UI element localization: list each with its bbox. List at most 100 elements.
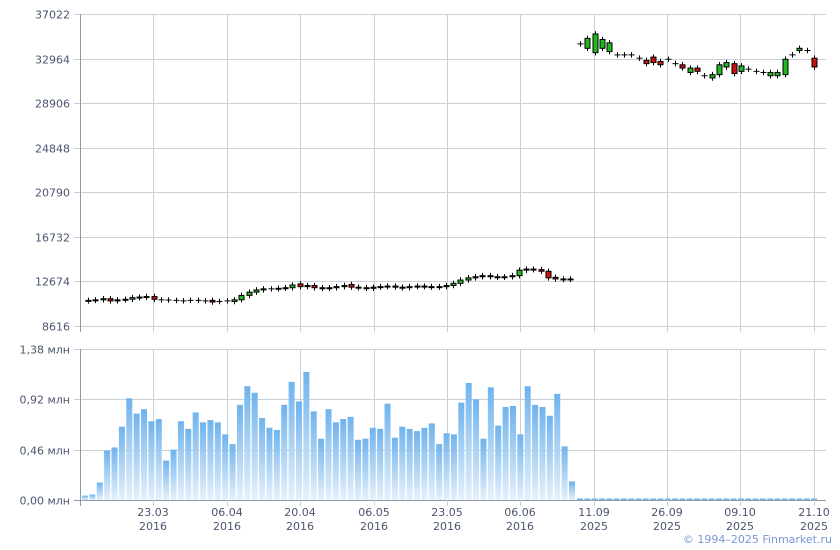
price-tick-label: 20790 — [35, 187, 70, 200]
volume-bar-zero — [811, 498, 817, 500]
volume-bar — [82, 495, 88, 500]
volume-bar-zero — [796, 498, 803, 500]
volume-bar-zero — [606, 498, 613, 500]
candle-up — [479, 275, 486, 278]
candle-up — [723, 62, 730, 68]
candle-down — [319, 287, 326, 290]
volume-bar — [251, 392, 258, 500]
candle-up — [782, 58, 789, 76]
x-tick-year: 2016 — [433, 520, 461, 533]
candle-up — [406, 286, 413, 289]
volume-bar-zero — [745, 498, 752, 500]
price-tick-label: 32964 — [35, 54, 70, 67]
candle-down — [650, 56, 657, 64]
candle-up — [253, 289, 260, 293]
volume-bar — [244, 386, 251, 500]
volume-bar — [569, 481, 575, 500]
candle-up — [92, 299, 99, 302]
candle-up — [443, 285, 450, 288]
candle-up — [774, 71, 781, 77]
volume-bar-zero — [584, 498, 591, 500]
candle-down — [657, 60, 664, 66]
volume-bar — [222, 434, 229, 500]
x-tick-year: 2016 — [213, 520, 241, 533]
candle-up — [333, 286, 340, 289]
volume-bar — [406, 428, 413, 500]
volume-bar — [325, 409, 332, 500]
volume-bar — [539, 406, 546, 500]
candle-up — [516, 269, 523, 277]
volume-bar — [546, 415, 553, 500]
volume-bar — [473, 399, 480, 500]
candle-up — [709, 74, 716, 79]
candle-down — [552, 276, 559, 280]
candle-up — [129, 297, 136, 300]
volume-bar — [436, 444, 443, 500]
candle-up — [450, 282, 457, 287]
candle-down — [399, 286, 406, 289]
volume-bar — [295, 401, 302, 500]
candle-down — [428, 286, 435, 289]
volume-bar — [281, 404, 288, 500]
candle-up — [509, 275, 516, 278]
candle-down — [694, 67, 701, 72]
volume-bar-zero — [672, 498, 679, 500]
candle-up — [567, 278, 574, 281]
volume-bar — [170, 449, 177, 500]
price-tick-label: 24848 — [35, 143, 70, 156]
x-tick-date: 11.09 — [578, 506, 610, 519]
candle-up — [275, 287, 282, 290]
price-tick-label: 12674 — [35, 276, 70, 289]
candle-down — [107, 298, 114, 302]
copyright-link[interactable]: © 1994–2025 Finmarket.ru — [682, 533, 832, 546]
x-tick-year: 2025 — [800, 520, 828, 533]
volume-tick-label: 0,00 млн — [19, 495, 70, 508]
volume-bar — [487, 387, 494, 500]
candle-up — [122, 298, 129, 301]
volume-bar — [347, 416, 354, 500]
volume-bar — [495, 425, 502, 500]
volume-bar — [288, 381, 295, 500]
candle-down — [679, 64, 686, 69]
volume-bar — [155, 419, 162, 500]
volume-bar — [399, 426, 406, 500]
candle-up — [501, 276, 508, 279]
candle-down — [560, 278, 567, 281]
volume-bar — [450, 434, 457, 500]
volume-bar-zero — [730, 498, 737, 500]
volume-bar — [443, 433, 450, 500]
candle-up — [304, 285, 311, 288]
volume-bar — [421, 427, 428, 500]
volume-bar — [458, 402, 465, 500]
volume-bar — [384, 403, 391, 500]
candle-up — [414, 285, 421, 288]
x-tick-year: 2016 — [506, 520, 534, 533]
candle-up — [687, 67, 694, 73]
candle-up — [767, 71, 774, 77]
x-tick-date: 26.09 — [651, 506, 683, 519]
volume-bar — [428, 423, 435, 500]
volume-bar-zero — [613, 498, 620, 500]
candle-down — [151, 296, 158, 300]
volume-bar — [509, 405, 516, 500]
volume-bar — [148, 421, 155, 500]
volume-bar — [310, 411, 317, 500]
volume-bar-zero — [715, 498, 722, 500]
x-tick-year: 2025 — [653, 520, 681, 533]
price-tick-label: 37022 — [35, 9, 70, 22]
candle-up — [370, 286, 377, 289]
candle-down — [297, 283, 304, 288]
x-tick-year: 2025 — [580, 520, 608, 533]
volume-bar — [273, 429, 280, 500]
volume-bar — [554, 393, 561, 500]
candle-down — [487, 275, 494, 278]
candle-down — [355, 286, 362, 289]
volume-bar — [118, 426, 125, 500]
volume-bar — [318, 438, 325, 500]
volume-tick-label: 0,92 млн — [19, 394, 70, 407]
volume-bar-zero — [650, 498, 657, 500]
candle-up — [136, 296, 143, 299]
candle-up — [246, 291, 253, 296]
volume-bar — [362, 438, 369, 500]
